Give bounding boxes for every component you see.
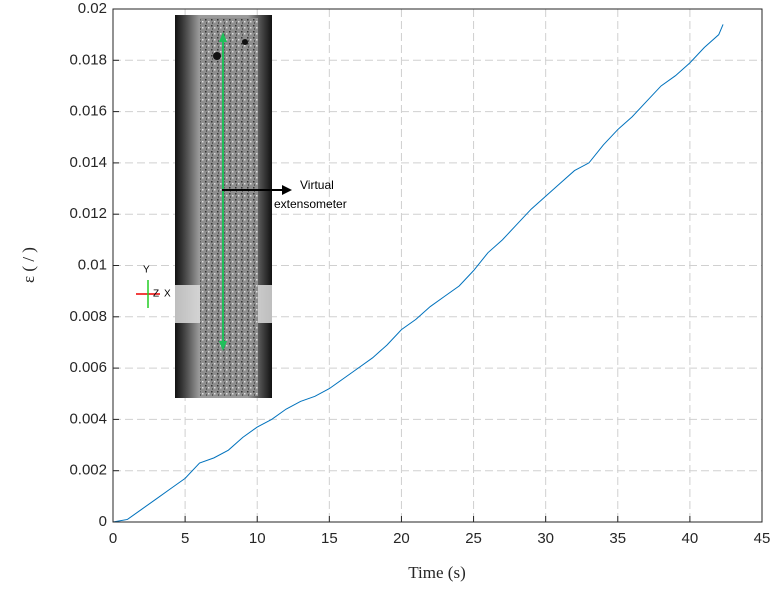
annotation: extensometer (274, 197, 347, 211)
y-tick-label: 0.018 (69, 51, 107, 68)
axes-box (112, 8, 763, 523)
y-axis-label: ε ( / ) (19, 247, 38, 283)
x-tick-label: 25 (465, 530, 482, 547)
x-tick-label: 35 (609, 530, 626, 547)
axis-triad-label: X (164, 289, 171, 300)
y-tick-label: 0.006 (69, 359, 107, 376)
y-tick-label: 0 (99, 513, 107, 530)
x-tick-label: 40 (682, 530, 699, 547)
x-tick-label: 10 (249, 530, 266, 547)
x-tick-label: 5 (181, 530, 189, 547)
specimen-image (136, 15, 292, 398)
axis-triad-label: Y (143, 265, 150, 276)
x-tick-label: 30 (537, 530, 554, 547)
x-axis-label: Time (s) (408, 563, 465, 582)
x-tick-label: 0 (109, 530, 117, 547)
axis-triad-label: Z (153, 289, 159, 300)
x-tick-label: 20 (393, 530, 410, 547)
y-tick-label: 0.014 (69, 154, 107, 171)
annotation: Virtual (300, 178, 334, 192)
y-tick-label: 0.01 (78, 256, 107, 273)
y-tick-label: 0.002 (69, 462, 107, 479)
x-tick-label: 45 (754, 530, 771, 547)
data-line (112, 24, 724, 523)
y-tick-label: 0.02 (78, 0, 107, 17)
y-tick-label: 0.004 (69, 410, 107, 427)
y-tick-label: 0.008 (69, 308, 107, 325)
x-tick-label: 15 (321, 530, 338, 547)
y-tick-label: 0.012 (69, 205, 107, 222)
y-tick-label: 0.016 (69, 103, 107, 120)
